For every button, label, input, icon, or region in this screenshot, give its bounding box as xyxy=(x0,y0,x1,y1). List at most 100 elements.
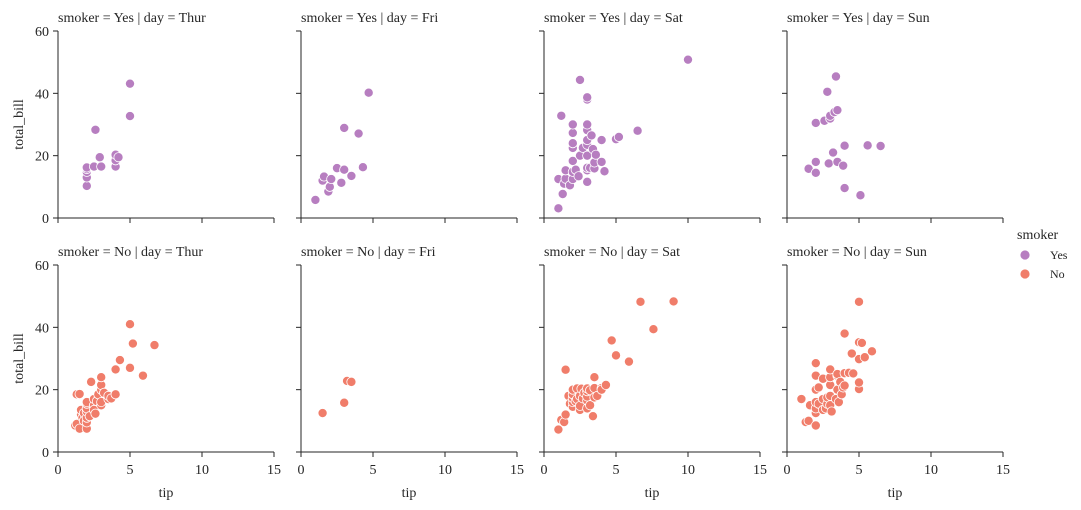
data-point xyxy=(839,380,850,391)
data-point xyxy=(357,162,368,173)
legend-title: smoker xyxy=(1017,228,1059,243)
x-tick-label: 5 xyxy=(856,463,863,478)
y-tick-label: 20 xyxy=(35,384,49,399)
data-point xyxy=(859,352,870,363)
x-tick-label: 15 xyxy=(996,463,1010,478)
x-tick-label: 0 xyxy=(784,463,791,478)
data-point xyxy=(110,364,121,375)
data-point xyxy=(810,117,821,128)
data-point xyxy=(810,156,821,167)
facet-panel: smoker = No | day = Fri 0 5 10 15 tip xyxy=(296,245,524,501)
legend-marker-no xyxy=(1019,268,1031,280)
x-tick-label: 5 xyxy=(370,463,377,478)
data-point xyxy=(796,394,807,405)
data-point xyxy=(600,379,611,390)
x-axis-label: tip xyxy=(645,486,660,501)
x-tick-label: 0 xyxy=(298,463,305,478)
panel-title: smoker = No | day = Fri xyxy=(301,245,436,260)
data-point xyxy=(567,119,578,130)
y-tick-label: 20 xyxy=(35,150,49,165)
data-point xyxy=(560,364,571,375)
data-point xyxy=(813,382,824,393)
data-point xyxy=(336,177,347,188)
data-point xyxy=(575,74,586,85)
data-point xyxy=(589,372,600,383)
x-tick-label: 10 xyxy=(924,463,938,478)
x-tick-label: 15 xyxy=(510,463,524,478)
data-point xyxy=(339,122,350,133)
data-point xyxy=(596,156,607,167)
data-point xyxy=(96,161,107,172)
data-point xyxy=(125,78,136,89)
data-point xyxy=(567,127,578,138)
data-point xyxy=(599,166,610,177)
data-point xyxy=(90,124,101,135)
data-point xyxy=(832,105,843,116)
data-point xyxy=(94,152,105,163)
data-point xyxy=(866,346,877,357)
data-point xyxy=(862,140,873,151)
panel-title: smoker = No | day = Thur xyxy=(58,245,203,260)
data-point xyxy=(632,125,643,136)
data-point xyxy=(125,362,136,373)
y-tick-label: 40 xyxy=(35,321,49,336)
panel-title: smoker = Yes | day = Fri xyxy=(301,11,438,26)
data-point xyxy=(596,135,607,146)
data-point xyxy=(149,340,160,351)
data-point xyxy=(353,128,364,139)
data-point xyxy=(828,147,839,158)
y-axis-label: total_bill xyxy=(12,99,27,150)
data-point xyxy=(137,370,148,381)
y-tick-label: 0 xyxy=(42,446,49,461)
data-point xyxy=(854,377,865,388)
legend-label-no: No xyxy=(1050,267,1065,281)
data-point xyxy=(125,319,136,330)
data-point xyxy=(846,348,857,359)
legend-label-yes: Yes xyxy=(1050,248,1068,262)
x-tick-label: 0 xyxy=(541,463,548,478)
data-point xyxy=(810,358,821,369)
x-tick-label: 10 xyxy=(681,463,695,478)
data-point xyxy=(810,420,821,431)
data-point xyxy=(830,71,841,82)
y-tick-label: 40 xyxy=(35,87,49,102)
data-point xyxy=(683,54,694,65)
data-point xyxy=(856,337,867,348)
data-point xyxy=(113,152,124,163)
data-point xyxy=(114,355,125,366)
data-point xyxy=(125,111,136,122)
data-point xyxy=(556,110,567,121)
x-tick-label: 5 xyxy=(127,463,134,478)
data-point xyxy=(585,400,596,411)
data-point xyxy=(586,130,597,141)
facet-panel: smoker = Yes | day = Thur 0 20 40 60 total_bi… xyxy=(12,11,275,227)
data-point xyxy=(855,190,866,201)
data-point xyxy=(567,138,578,149)
data-point xyxy=(839,140,850,151)
data-point xyxy=(553,424,564,435)
data-point xyxy=(623,356,634,367)
data-point xyxy=(803,415,814,426)
y-axis-label: total_bill xyxy=(12,333,27,384)
data-point xyxy=(582,119,593,130)
data-point xyxy=(553,203,564,214)
data-point xyxy=(310,194,321,205)
panels: smoker = Yes | day = Thur 0 20 40 60 total_bi… xyxy=(12,11,1010,501)
data-point xyxy=(668,296,679,307)
data-point xyxy=(823,158,834,169)
data-point xyxy=(346,170,357,181)
data-point xyxy=(826,406,837,417)
y-tick-label: 0 xyxy=(42,212,49,227)
data-point xyxy=(810,167,821,178)
y-tick-label: 60 xyxy=(35,25,49,40)
x-tick-label: 15 xyxy=(753,463,767,478)
data-point xyxy=(363,87,374,98)
data-point xyxy=(838,160,849,171)
data-point xyxy=(567,155,578,166)
data-point xyxy=(613,131,624,142)
data-point xyxy=(875,141,886,152)
x-tick-label: 10 xyxy=(195,463,209,478)
data-point xyxy=(96,372,107,383)
data-point xyxy=(127,338,138,349)
